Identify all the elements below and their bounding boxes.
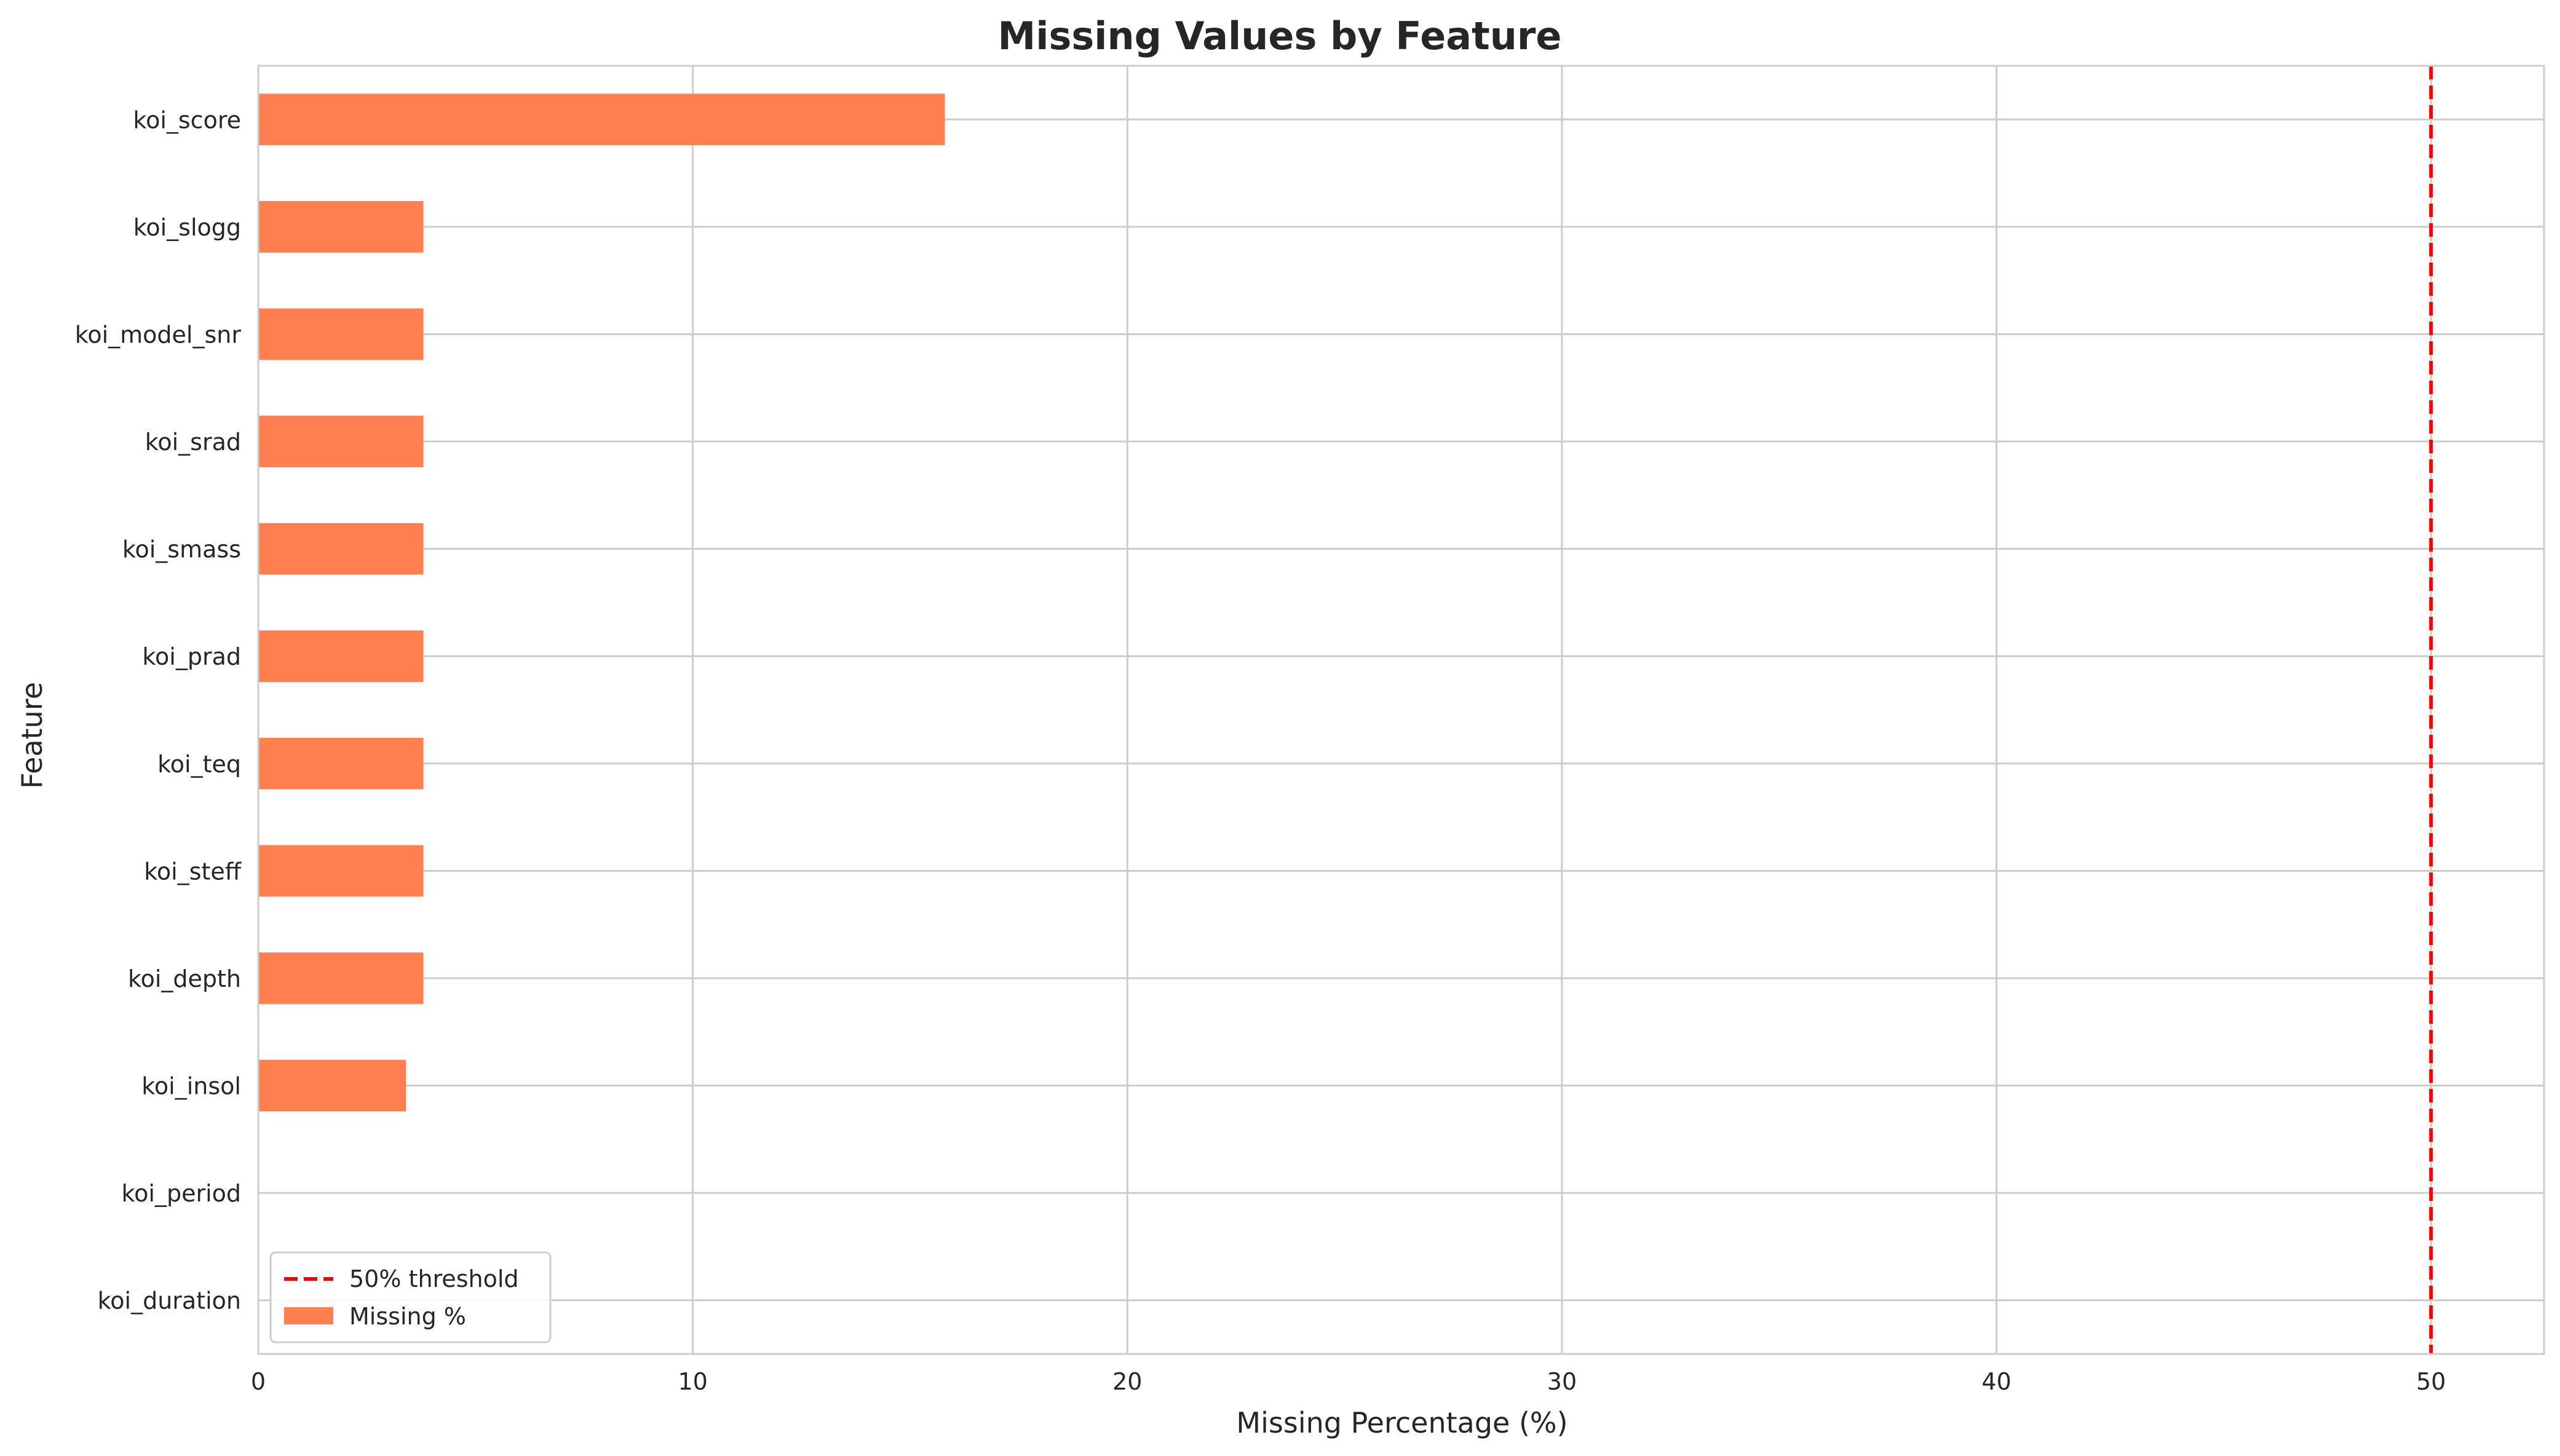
y-tick-label: koi_score (133, 106, 241, 133)
bar-koi_model_snr (258, 308, 424, 360)
plot-background (258, 66, 2544, 1354)
bar-koi_prad (258, 630, 424, 682)
bar-koi_score (258, 93, 945, 146)
x-tick-label: 40 (1981, 1368, 2011, 1395)
x-tick-label: 10 (678, 1368, 707, 1395)
y-tick-label: koi_insol (141, 1073, 241, 1100)
y-tick-label: koi_srad (145, 429, 241, 456)
y-tick-label: koi_slogg (133, 214, 241, 241)
x-tick-labels: 0 10 20 30 40 50 (251, 1368, 2446, 1395)
bar-koi_depth (258, 952, 424, 1004)
y-tick-label: koi_duration (98, 1288, 241, 1315)
bar-koi_steff (258, 845, 424, 897)
chart-title: Missing Values by Feature (998, 14, 1562, 58)
x-axis-label: Missing Percentage (%) (1236, 1406, 1567, 1439)
legend: 50% threshold Missing % (269, 1251, 552, 1343)
bar-koi_smass (258, 523, 424, 575)
y-tick-label: koi_teq (157, 751, 241, 778)
x-tick-label: 30 (1547, 1368, 1577, 1395)
bars (258, 93, 945, 1112)
legend-missing-swatch (284, 1307, 333, 1324)
y-tick-labels: koi_score koi_slogg koi_model_snr koi_sradk… (75, 106, 242, 1314)
bar-koi_teq (258, 737, 424, 789)
y-tick-label: koi_steff (144, 858, 242, 885)
y-tick-label: koi_period (121, 1180, 241, 1207)
bar-koi_insol (258, 1059, 406, 1112)
y-tick-label: koi_depth (128, 965, 241, 992)
bar-koi_srad (258, 416, 424, 467)
y-tick-label: koi_prad (142, 643, 241, 670)
x-tick-label: 20 (1112, 1368, 1142, 1395)
legend-missing-label: Missing % (349, 1303, 466, 1330)
y-tick-label: koi_smass (122, 536, 241, 563)
x-tick-label: 0 (251, 1368, 266, 1395)
legend-threshold-label: 50% threshold (349, 1265, 519, 1292)
bar-koi_slogg (258, 200, 424, 253)
plot-frame (257, 65, 2545, 1355)
plot-area (257, 65, 2545, 1355)
y-axis-label: Feature (15, 682, 49, 789)
legend-frame (269, 1251, 552, 1343)
grid (257, 66, 2544, 1354)
x-tick-label: 50 (2416, 1368, 2446, 1395)
y-tick-label: koi_model_snr (75, 321, 242, 348)
